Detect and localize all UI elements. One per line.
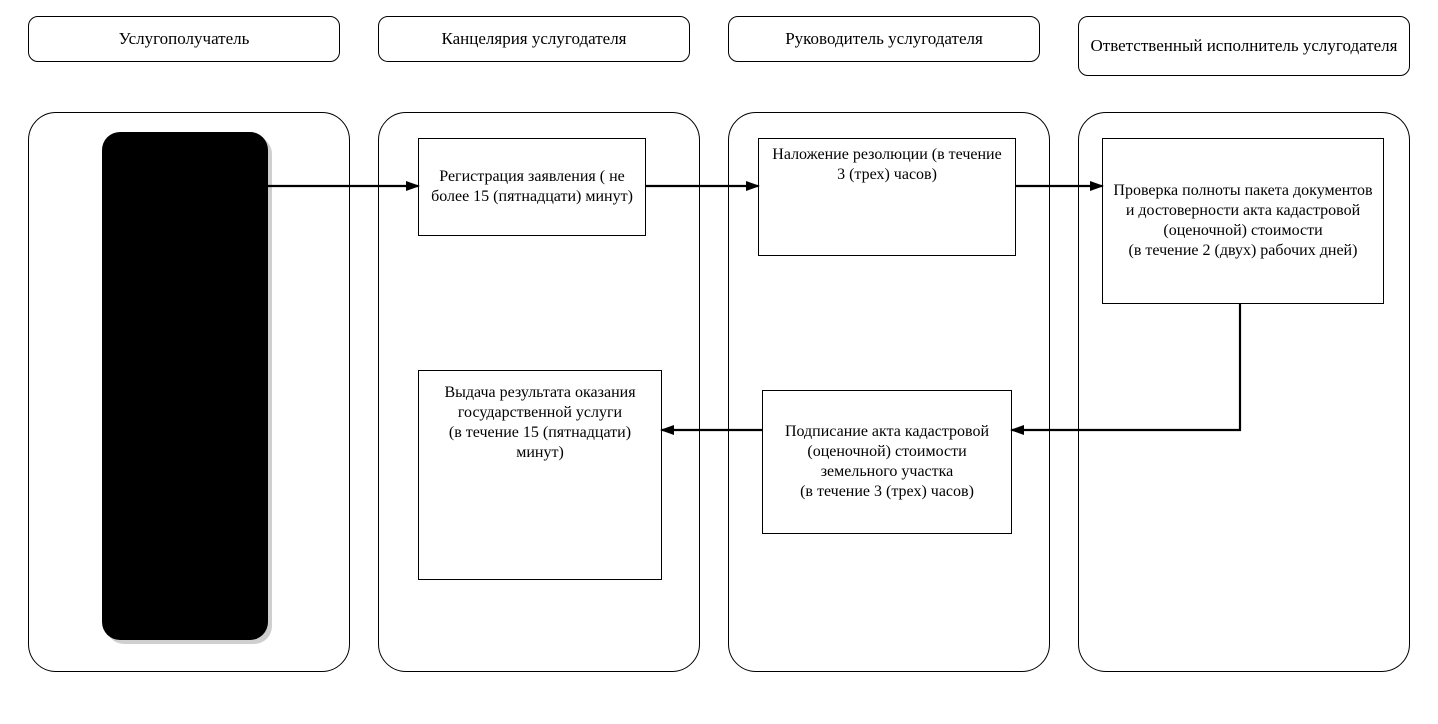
- node-label: Проверка полноты пакета документов и дос…: [1111, 181, 1375, 261]
- lane-header-col2: Канцелярия услугодателя: [378, 16, 690, 62]
- lane-header-label: Услугополучатель: [119, 29, 250, 49]
- node-label: Выдача результата оказания государственн…: [427, 383, 653, 463]
- lane-header-col1: Услугополучатель: [28, 16, 340, 62]
- node-issue-result: Выдача результата оказания государственн…: [418, 370, 662, 580]
- lane-header-label: Ответственный исполнитель услугодателя: [1090, 36, 1397, 56]
- node-label: Регистрация заявления ( не более 15 (пят…: [427, 167, 637, 207]
- node-signing: Подписание акта кадастровой (оценочной) …: [762, 390, 1012, 534]
- node-resolution: Наложение резолюции (в течение 3 (трех) …: [758, 138, 1016, 256]
- lane-header-label: Руководитель услугодателя: [785, 29, 983, 49]
- node-label: Подписание акта кадастровой (оценочной) …: [771, 422, 1003, 502]
- node-registration: Регистрация заявления ( не более 15 (пят…: [418, 138, 646, 236]
- lane-header-col4: Ответственный исполнитель услугодателя: [1078, 16, 1410, 76]
- lane-header-col3: Руководитель услугодателя: [728, 16, 1040, 62]
- node-verification: Проверка полноты пакета документов и дос…: [1102, 138, 1384, 304]
- node-label: Наложение резолюции (в течение 3 (трех) …: [767, 145, 1007, 185]
- start-node: [102, 132, 268, 640]
- lane-header-label: Канцелярия услугодателя: [442, 29, 627, 49]
